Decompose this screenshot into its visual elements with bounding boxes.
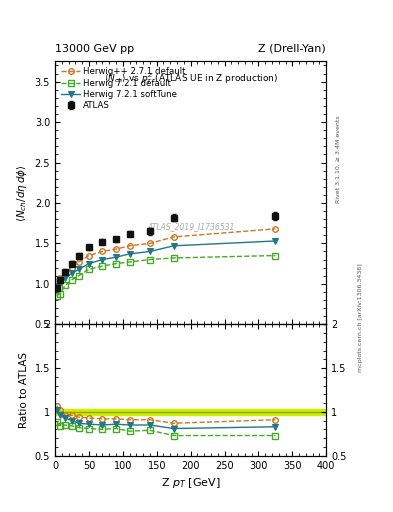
Herwig 7.2.1 default	[76, 273, 81, 279]
Herwig++ 2.7.1 default	[114, 246, 118, 252]
Herwig++ 2.7.1 default	[273, 226, 278, 232]
Line: Herwig 7.2.1 default: Herwig 7.2.1 default	[54, 253, 278, 298]
Herwig 7.2.1 default	[273, 252, 278, 259]
Herwig 7.2.1 default	[54, 293, 59, 299]
Herwig 7.2.1 softTune	[100, 257, 105, 263]
Line: Herwig 7.2.1 softTune: Herwig 7.2.1 softTune	[54, 238, 278, 289]
Herwig++ 2.7.1 default	[86, 252, 91, 259]
X-axis label: Z $p_T$ [GeV]: Z $p_T$ [GeV]	[161, 476, 220, 490]
Herwig 7.2.1 softTune	[63, 275, 68, 281]
Herwig++ 2.7.1 default	[54, 279, 59, 285]
Text: 13000 GeV pp: 13000 GeV pp	[55, 44, 134, 54]
Herwig 7.2.1 softTune	[70, 270, 74, 276]
Text: ATLAS_2019_I1736531: ATLAS_2019_I1736531	[147, 223, 234, 231]
Herwig 7.2.1 default	[171, 255, 176, 261]
Herwig++ 2.7.1 default	[63, 271, 68, 277]
Herwig++ 2.7.1 default	[148, 240, 152, 246]
Herwig 7.2.1 default	[114, 261, 118, 267]
Text: Rivet 3.1.10, ≥ 3.4M events: Rivet 3.1.10, ≥ 3.4M events	[336, 115, 341, 203]
Herwig 7.2.1 softTune	[54, 283, 59, 289]
Line: Herwig++ 2.7.1 default: Herwig++ 2.7.1 default	[54, 226, 278, 285]
Herwig 7.2.1 default	[127, 259, 132, 265]
Herwig 7.2.1 softTune	[76, 266, 81, 272]
Herwig++ 2.7.1 default	[58, 275, 62, 281]
Text: Z (Drell-Yan): Z (Drell-Yan)	[259, 44, 326, 54]
Herwig 7.2.1 softTune	[148, 248, 152, 254]
Herwig 7.2.1 default	[100, 263, 105, 269]
Herwig 7.2.1 softTune	[86, 261, 91, 267]
Herwig 7.2.1 default	[63, 283, 68, 289]
Y-axis label: $\langle N_{ch}/d\eta\, d\phi\rangle$: $\langle N_{ch}/d\eta\, d\phi\rangle$	[15, 164, 29, 222]
Legend: Herwig++ 2.7.1 default, Herwig 7.2.1 default, Herwig 7.2.1 softTune, ATLAS: Herwig++ 2.7.1 default, Herwig 7.2.1 def…	[59, 66, 188, 112]
Herwig 7.2.1 default	[148, 257, 152, 263]
Herwig++ 2.7.1 default	[100, 248, 105, 254]
Text: mcplots.cern.ch [arXiv:1306.3436]: mcplots.cern.ch [arXiv:1306.3436]	[358, 263, 363, 372]
Herwig 7.2.1 softTune	[127, 251, 132, 257]
Herwig 7.2.1 default	[58, 290, 62, 296]
Herwig 7.2.1 softTune	[171, 243, 176, 249]
Text: $\langle N_{ch}\rangle$ vs $p_T^Z$ (ATLAS UE in Z production): $\langle N_{ch}\rangle$ vs $p_T^Z$ (ATLA…	[103, 71, 278, 86]
Herwig 7.2.1 default	[86, 266, 91, 272]
Herwig++ 2.7.1 default	[127, 243, 132, 249]
Herwig 7.2.1 softTune	[273, 238, 278, 244]
Herwig 7.2.1 default	[70, 276, 74, 283]
Bar	[55, 409, 326, 415]
Herwig++ 2.7.1 default	[76, 259, 81, 265]
Herwig 7.2.1 softTune	[58, 280, 62, 286]
Herwig 7.2.1 softTune	[114, 254, 118, 260]
Y-axis label: Ratio to ATLAS: Ratio to ATLAS	[19, 352, 29, 428]
Herwig++ 2.7.1 default	[171, 234, 176, 240]
Herwig++ 2.7.1 default	[70, 265, 74, 271]
